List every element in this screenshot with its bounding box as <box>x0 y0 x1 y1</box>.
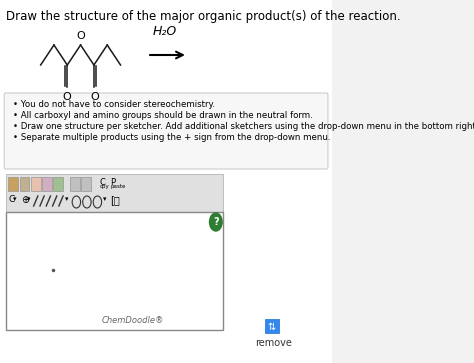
Text: Draw the structure of the major organic product(s) of the reaction.: Draw the structure of the major organic … <box>6 10 400 23</box>
Bar <box>53 177 63 191</box>
Text: ▾: ▾ <box>65 196 69 202</box>
Text: ▾: ▾ <box>103 196 107 202</box>
Text: P: P <box>110 178 115 187</box>
Text: H₂O: H₂O <box>153 25 177 38</box>
Bar <box>6 212 223 330</box>
Text: ⇅: ⇅ <box>268 322 276 332</box>
FancyBboxPatch shape <box>4 93 328 169</box>
Text: [⎸: [⎸ <box>110 195 120 205</box>
Text: • All carboxyl and amino groups should be drawn in the neutral form.: • All carboxyl and amino groups should b… <box>13 111 312 120</box>
Bar <box>19 177 29 191</box>
Text: cpy: cpy <box>100 184 109 189</box>
Text: • You do not have to consider stereochemistry.: • You do not have to consider stereochem… <box>13 100 215 109</box>
Text: ChemDoodle®: ChemDoodle® <box>102 316 164 325</box>
Bar <box>265 319 279 333</box>
Bar <box>42 177 52 191</box>
Circle shape <box>210 213 222 231</box>
Text: • Draw one structure per sketcher. Add additional sketchers using the drop-down : • Draw one structure per sketcher. Add a… <box>13 122 474 131</box>
Bar <box>9 177 18 191</box>
Text: ?: ? <box>213 217 219 227</box>
Text: ⊕: ⊕ <box>21 195 29 205</box>
Text: C: C <box>9 195 15 204</box>
Text: O: O <box>76 31 85 41</box>
Bar <box>31 177 41 191</box>
Text: • Separate multiple products using the + sign from the drop-down menu.: • Separate multiple products using the +… <box>13 133 330 142</box>
Text: ▾: ▾ <box>13 196 17 202</box>
Text: paste: paste <box>110 184 126 189</box>
Bar <box>70 177 80 191</box>
Text: ▾: ▾ <box>27 196 30 202</box>
Bar <box>6 174 223 212</box>
Text: O: O <box>90 92 99 102</box>
Text: remove: remove <box>255 338 292 348</box>
Bar <box>81 177 91 191</box>
Text: O: O <box>62 92 71 102</box>
Text: C: C <box>100 178 105 187</box>
